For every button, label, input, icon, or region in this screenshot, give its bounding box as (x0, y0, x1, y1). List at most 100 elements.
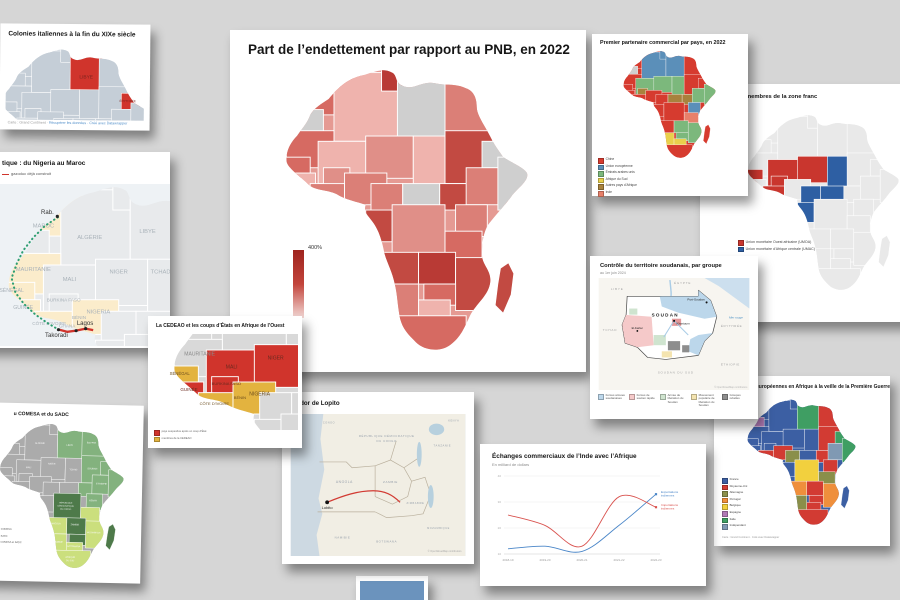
country-label: SOUDAN (87, 467, 97, 470)
map-region-angola (381, 251, 420, 285)
endettement-title: Part de l’endettement par rapport au PNB… (248, 42, 570, 57)
partenaire-legend: Chine Union européenne Émirats arabes unis… (598, 157, 637, 198)
map-region-cote_ghana (16, 117, 39, 121)
endettement-legend-max: 400% (308, 245, 323, 251)
map-region-madagascar (878, 235, 891, 268)
legend-swatch (722, 517, 728, 524)
country-label: ÉTHIOPIE (96, 482, 107, 485)
legend-item: Autres pays d’Afrique (598, 184, 637, 190)
map-region-egypt (846, 122, 874, 157)
legend-label: COMESA et SADC (0, 540, 22, 545)
legend-label: membres de la CEDEAO (161, 436, 192, 440)
country-label: AFRIQUE (65, 556, 75, 559)
peek-map-ocean (360, 581, 424, 600)
label-soudan-du-sud: SOUDAN DU SUD (658, 371, 694, 375)
svg-text:NAMIBIE: NAMIBIE (335, 536, 351, 540)
card-gazoduc: tique : du Nigeria au Maroc gazoduc déjà… (0, 152, 170, 348)
osm-attribution[interactable]: © OpenStreetMap contributors (714, 386, 748, 389)
label-tchad: TCHAD (603, 328, 618, 332)
legend-swatch (598, 394, 604, 400)
legend-item: Italie (722, 517, 747, 524)
city-dot (55, 214, 59, 218)
map-region-drc (663, 102, 685, 123)
legend-label: Forces de soutien rapide (636, 393, 655, 401)
footer-data-link[interactable]: Récupérer les données (48, 120, 87, 126)
country-label: ALGÉRIE (77, 234, 102, 241)
card-peek (356, 576, 428, 600)
legend-label: Union européenne (605, 163, 633, 168)
legend-swatch (722, 478, 728, 484)
osm-attribution[interactable]: © OpenStreetMap contributors (428, 550, 462, 553)
country-label: BOTSWANA (67, 545, 81, 548)
x-tick-label: 2018-19 (502, 558, 513, 562)
country-label: NAMIBIE (53, 541, 63, 544)
x-tick-label: 2019-20 (539, 558, 550, 562)
country-label: ALGÉRIE (35, 442, 45, 445)
map-region-gabon_congo (653, 104, 665, 117)
series-label: Exportations (661, 490, 679, 494)
legend-label: Allemagne (729, 490, 744, 495)
series-line (507, 494, 657, 548)
legend-item: Indépendant (722, 523, 747, 530)
soudan-map: Port-Soudan Khartoum El-Fasher LIBYE ÉGY… (598, 278, 750, 390)
map-region-libya (817, 119, 851, 164)
trade-line-chart: 10 20 30 40 2018-19 2019-20 2020-21 2021-22 2022… (498, 474, 679, 562)
map-region-drc (280, 413, 298, 430)
legend-swatch (722, 510, 728, 517)
legend-label: pays suspendus après un coup d’État (161, 430, 207, 433)
series-end-marker (654, 493, 658, 496)
svg-text:TANZANIE: TANZANIE (433, 444, 451, 448)
footer-datawrapper-link[interactable]: · Créé avec Datawrapper (87, 121, 128, 126)
map-region-mozambique (455, 257, 494, 311)
legend-label: France (729, 477, 739, 481)
colonies-map: LIBYE ÉRYTHRÉE (5, 49, 145, 121)
svg-text:ZAMBIE: ZAMBIE (383, 480, 398, 484)
map-region-egypt (98, 57, 126, 91)
card-comesa-sadc: u COMESA et du SADC ALGÉRIE LIBYE ÉGYPTE MA… (0, 402, 144, 584)
legend-item: Inde (598, 189, 637, 197)
africa-continent (623, 51, 716, 158)
country-label: KENYA (89, 499, 97, 502)
legend-swatch (598, 171, 604, 177)
label-egypte: ÉGYPTE (674, 280, 691, 285)
map-region-madagascar (105, 523, 116, 551)
legend-item: Groupes rebelles (722, 393, 750, 407)
map-region-somalia (497, 156, 528, 211)
card-zone-franc: membres de la zone franc Union monétaire… (700, 84, 900, 322)
map-region-cameroon (53, 118, 74, 121)
legend-item: Forces de soutien rapide (629, 393, 657, 407)
x-tick-label: 2022-23 (650, 558, 661, 562)
partenaire-map (623, 51, 716, 158)
city-label: Takoradi (45, 333, 68, 339)
footer-source: Carte : Grand Continent · (7, 120, 48, 125)
legend-label: Groupes rebelles (729, 393, 741, 401)
y-tick-label: 30 (498, 500, 502, 504)
legend-label: Espagne (729, 509, 742, 514)
country-label: LIBYE (66, 445, 73, 447)
svg-text:BOTSWANA: BOTSWANA (376, 540, 397, 544)
country-label: MAURITANIE (184, 351, 215, 357)
colonial-source: Carte : Grand Continent · Créé avec Data… (722, 536, 780, 539)
soudan-subtitle: au 1er juin 2024 (600, 271, 626, 275)
card-endettement: Part de l’endettement par rapport au PNB… (230, 30, 586, 372)
map-region-drc (391, 204, 446, 259)
map-region-niger (253, 344, 298, 388)
legend-label: Émirats arabes unis (605, 170, 635, 175)
map-region-chad (147, 258, 170, 318)
map-region-madagascar (840, 485, 850, 509)
lobito-corridor-route (326, 490, 401, 503)
card-partenaire: Premier partenaire commercial par pays, … (592, 34, 748, 198)
legend-label: Inde (605, 189, 613, 194)
country-label: MALI (26, 466, 32, 469)
series-line (507, 493, 657, 553)
y-tick-label: 10 (498, 552, 502, 556)
country-label: NIGER (48, 463, 56, 465)
chart-title: Échanges commerciaux de l’Inde avec l’Af… (492, 453, 637, 460)
country-label: SÉNÉGAL (170, 371, 191, 376)
legend-item: Allemagne (722, 490, 747, 497)
lobito-map: Lobito RÉPUBLIQUE DÉMOCRATIQUE DU CONGO … (290, 414, 466, 556)
map-region-libya (396, 77, 451, 148)
partenaire-title: Premier partenaire commercial par pays, … (600, 40, 726, 46)
gazoduc-title: tique : du Nigeria au Maroc (2, 160, 86, 167)
comesa-legend: COMESA SADC COMESA et SADC (0, 528, 22, 549)
